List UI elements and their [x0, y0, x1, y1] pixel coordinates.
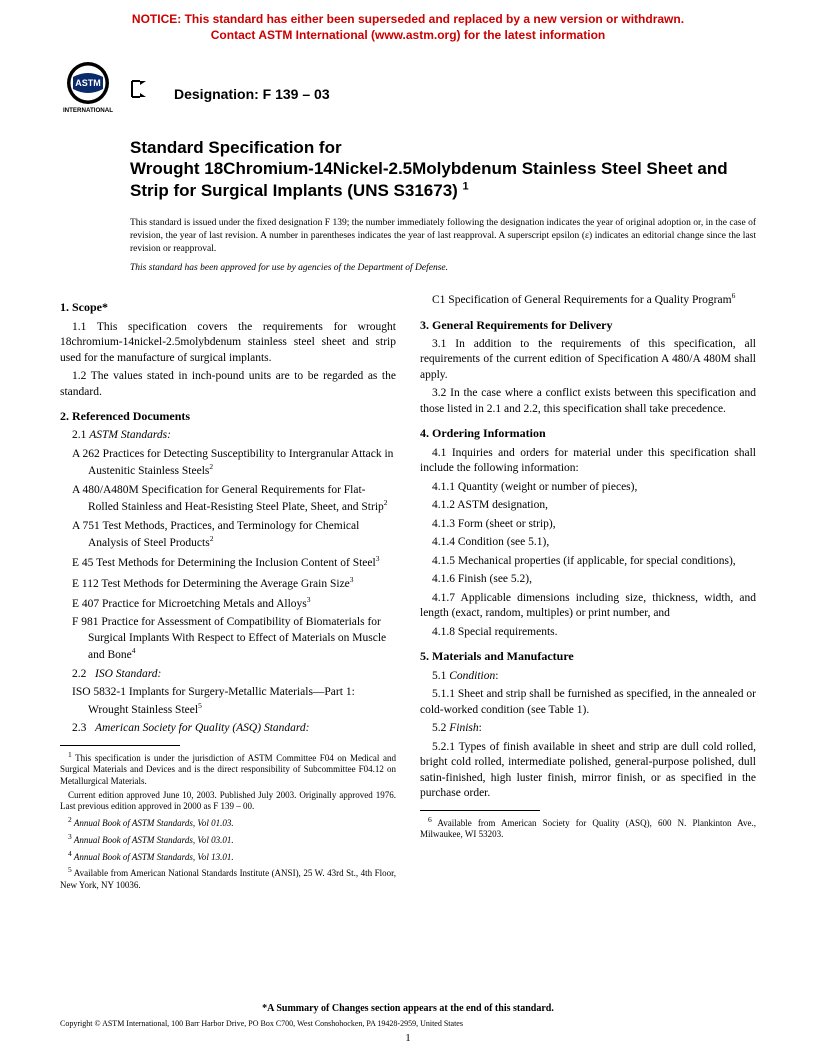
notice-banner: NOTICE: This standard has either been su…: [0, 0, 816, 51]
para-5-2-1: 5.2.1 Types of finish available in sheet…: [420, 740, 756, 802]
designation-label: Designation: F 139 – 03: [174, 86, 330, 102]
para-1-1: 1.1 This specification covers the requir…: [60, 320, 396, 367]
ref-e407: E 407 Practice for Microetching Metals a…: [60, 595, 396, 612]
header-row: ASTM INTERNATIONAL Designation: F 139 – …: [0, 51, 816, 119]
para-2-2: 2.2 ISO Standard:: [60, 667, 396, 683]
footnote-rule-left: [60, 745, 180, 746]
para-5-1: 5.1 Condition:: [420, 669, 756, 685]
title-block: Standard Specification for Wrought 18Chr…: [0, 119, 816, 207]
notice-line-2: Contact ASTM International (www.astm.org…: [211, 28, 605, 42]
designation-line: Designation: F 139 – 03: [130, 73, 330, 102]
left-column: 1. Scope* 1.1 This specification covers …: [60, 291, 396, 893]
para-4-1-6: 4.1.6 Finish (see 5.2),: [420, 572, 756, 588]
para-4-1-8: 4.1.8 Special requirements.: [420, 625, 756, 641]
title-text: Wrought 18Chromium-14Nickel-2.5Molybdenu…: [130, 159, 728, 199]
svg-text:ASTM: ASTM: [75, 78, 101, 88]
footnote-1b: Current edition approved June 10, 2003. …: [60, 790, 396, 813]
section-1-head: 1. Scope*: [60, 299, 396, 315]
section-4-head: 4. Ordering Information: [420, 425, 756, 441]
para-4-1-4: 4.1.4 Condition (see 5.1),: [420, 535, 756, 551]
para-4-1-2: 4.1.2 ASTM designation,: [420, 498, 756, 514]
ref-c1: C1 Specification of General Requirements…: [420, 291, 756, 308]
footnote-5: 5 Available from American National Stand…: [60, 865, 396, 891]
ref-f981: F 981 Practice for Assessment of Compati…: [60, 615, 396, 663]
ref-e112: E 112 Test Methods for Determining the A…: [60, 575, 396, 592]
footnote-6: 6 Available from American Society for Qu…: [420, 815, 756, 841]
title-line-2: Wrought 18Chromium-14Nickel-2.5Molybdenu…: [130, 158, 756, 201]
ref-a751: A 751 Test Methods, Practices, and Termi…: [60, 519, 396, 552]
para-4-1: 4.1 Inquiries and orders for material un…: [420, 446, 756, 477]
ref-a262: A 262 Practices for Detecting Susceptibi…: [60, 447, 396, 480]
footnote-3: 3 Annual Book of ASTM Standards, Vol 03.…: [60, 832, 396, 847]
para-2-3: 2.3 American Society for Quality (ASQ) S…: [60, 721, 396, 737]
section-3-head: 3. General Requirements for Delivery: [420, 317, 756, 333]
footnote-4: 4 Annual Book of ASTM Standards, Vol 13.…: [60, 849, 396, 864]
para-5-1-1: 5.1.1 Sheet and strip shall be furnished…: [420, 687, 756, 718]
para-1-2: 1.2 The values stated in inch-pound unit…: [60, 369, 396, 400]
page-number: 1: [0, 1032, 816, 1044]
footnote-rule-right: [420, 810, 540, 811]
copyright-line: Copyright © ASTM International, 100 Barr…: [60, 1019, 463, 1028]
para-4-1-1: 4.1.1 Quantity (weight or number of piec…: [420, 480, 756, 496]
section-5-head: 5. Materials and Manufacture: [420, 648, 756, 664]
footnote-1: 1 This specification is under the jurisd…: [60, 750, 396, 788]
para-3-2: 3.2 In the case where a conflict exists …: [420, 386, 756, 417]
designation-bracket-icon: [130, 79, 166, 99]
ref-e45: E 45 Test Methods for Determining the In…: [60, 554, 396, 571]
footnote-2: 2 Annual Book of ASTM Standards, Vol 01.…: [60, 815, 396, 830]
title-line-1: Standard Specification for: [130, 137, 756, 158]
para-4-1-7: 4.1.7 Applicable dimensions including si…: [420, 591, 756, 622]
footnotes-left: 1 This specification is under the jurisd…: [60, 750, 396, 892]
ref-iso: ISO 5832-1 Implants for Surgery-Metallic…: [60, 685, 396, 718]
right-column: C1 Specification of General Requirements…: [420, 291, 756, 893]
svg-text:INTERNATIONAL: INTERNATIONAL: [63, 107, 113, 114]
body-columns: 1. Scope* 1.1 This specification covers …: [0, 281, 816, 893]
issuance-note: This standard is issued under the fixed …: [0, 207, 816, 259]
notice-line-1: NOTICE: This standard has either been su…: [132, 12, 684, 26]
ref-a480: A 480/A480M Specification for General Re…: [60, 483, 396, 516]
para-5-2: 5.2 Finish:: [420, 721, 756, 737]
astm-standards-label: 2.1 ASTM Standards:: [60, 428, 396, 444]
section-2-head: 2. Referenced Documents: [60, 408, 396, 424]
para-3-1: 3.1 In addition to the requirements of t…: [420, 337, 756, 384]
astm-logo: ASTM INTERNATIONAL: [60, 59, 116, 115]
summary-of-changes-note: *A Summary of Changes section appears at…: [0, 1003, 816, 1014]
footnotes-right: 6 Available from American Society for Qu…: [420, 815, 756, 841]
title-footnote-ref: 1: [463, 180, 469, 192]
para-4-1-5: 4.1.5 Mechanical properties (if applicab…: [420, 554, 756, 570]
dod-approval-note: This standard has been approved for use …: [0, 259, 816, 281]
para-4-1-3: 4.1.3 Form (sheet or strip),: [420, 517, 756, 533]
